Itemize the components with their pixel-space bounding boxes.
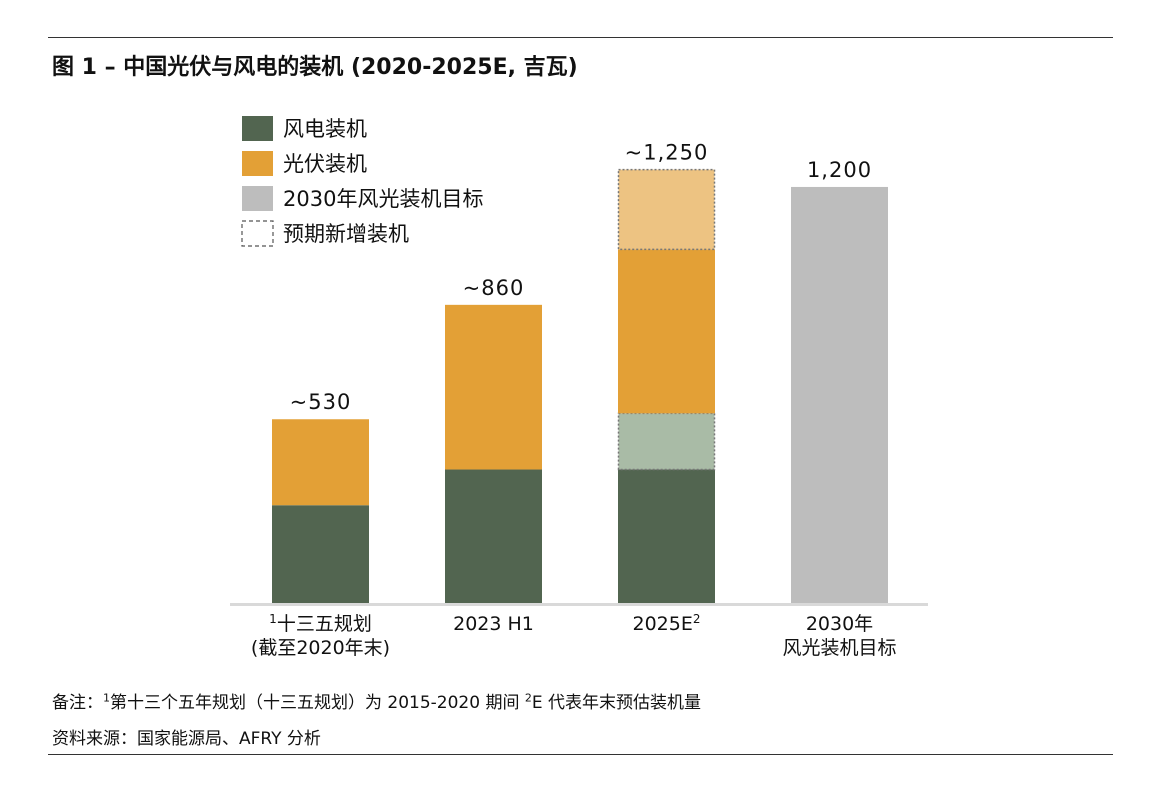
category-label-3-0: 2030年 <box>806 613 873 635</box>
legend-label-2: 2030年风光装机目标 <box>283 187 483 211</box>
footnote-line: 备注：1第十三个五年规划（十三五规划）为 2015-2020 期间 2E 代表年… <box>52 688 701 713</box>
footnote-sup-1: 1 <box>103 691 110 705</box>
total-label-1: ~860 <box>463 276 525 300</box>
footnote-text-1: 第十三个五年规划（十三五规划）为 2015-2020 期间 <box>110 693 525 713</box>
category-label-0-0: 1十三五规划 <box>269 612 372 635</box>
stacked-bar-chart: ~530 1十三五规划(截至2020年末) ~860 2023 H1 ~1,250 202… <box>230 116 928 659</box>
bar-solar-1 <box>445 304 542 470</box>
bar-target-3 <box>791 186 888 603</box>
total-label-3: 1,200 <box>807 158 872 182</box>
bar-solar-expected-2 <box>617 168 716 251</box>
total-label-2: ~1,250 <box>625 141 709 165</box>
bar-wind-1 <box>445 469 542 603</box>
legend-swatch-2 <box>242 186 273 211</box>
bar-wind-2 <box>618 469 715 603</box>
footnote-prefix: 备注： <box>52 693 103 713</box>
bar-solar-2 <box>618 249 715 414</box>
footnote-text-2: E 代表年末预估装机量 <box>531 693 702 713</box>
category-label-2-0: 2025E2 <box>633 612 701 635</box>
legend-swatch-0 <box>242 116 273 141</box>
legend-label-1: 光伏装机 <box>283 152 367 176</box>
legend-swatch-3 <box>241 220 274 247</box>
bar-wind-0 <box>272 505 369 603</box>
legend-label-0: 风电装机 <box>283 117 367 141</box>
category-label-0-1: (截至2020年末) <box>251 637 390 659</box>
top-rule <box>48 37 1113 38</box>
bar-solar-0 <box>272 419 369 506</box>
legend-swatch-1 <box>242 151 273 176</box>
footnote-sup-2: 2 <box>524 691 532 705</box>
total-label-0: ~530 <box>290 390 352 414</box>
source-line: 资料来源：国家能源局、AFRY 分析 <box>52 729 321 749</box>
figure-title: 图 1 – 中国光伏与风电的装机 (2020-2025E, 吉瓦) <box>52 55 578 80</box>
bottom-rule <box>48 754 1113 755</box>
bar-wind-expected-2 <box>617 412 716 471</box>
category-label-3-1: 风光装机目标 <box>782 637 896 659</box>
legend-label-3: 预期新增装机 <box>283 222 409 246</box>
category-label-1-0: 2023 H1 <box>453 613 534 635</box>
